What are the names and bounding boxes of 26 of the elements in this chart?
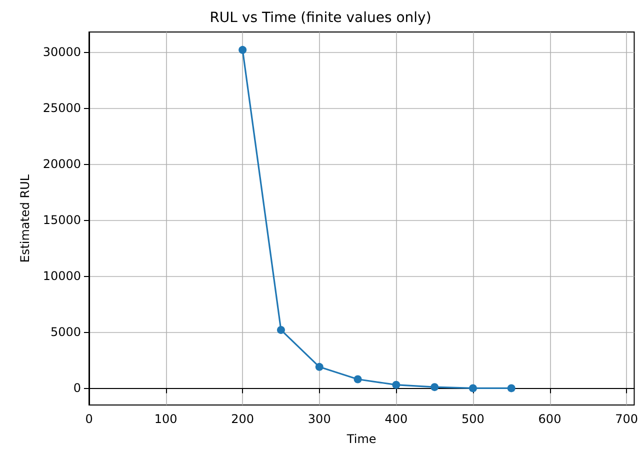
x-tick-label: 400 xyxy=(384,412,408,426)
point xyxy=(238,46,247,54)
point xyxy=(430,383,439,392)
point xyxy=(315,362,324,371)
point xyxy=(468,384,477,392)
y-tick-label: 25000 xyxy=(42,101,81,116)
y-tick-label: 5000 xyxy=(50,325,81,340)
x-tick-label: 200 xyxy=(231,412,254,426)
point xyxy=(354,375,362,384)
y-tick-label: 0 xyxy=(73,381,81,396)
point xyxy=(507,384,516,392)
point xyxy=(276,326,285,334)
point xyxy=(392,380,400,389)
x-tick-label: 500 xyxy=(462,412,484,426)
x-axis-title: Time xyxy=(346,432,376,446)
y-axis-title: Estimated RUL xyxy=(18,174,32,263)
x-tick-label: 600 xyxy=(538,412,562,426)
y-tick-label: 10000 xyxy=(42,269,81,284)
x-tick-label: 100 xyxy=(154,412,178,426)
x-tick-label: 700 xyxy=(615,412,638,426)
x-tick-label: 300 xyxy=(308,412,331,426)
x-tick-label: 0 xyxy=(85,412,93,426)
y-tick-label: 30000 xyxy=(42,45,81,60)
y-tick-label: 15000 xyxy=(42,213,81,228)
chart-title: RUL vs Time (finite values only) xyxy=(210,10,432,26)
y-tick-label: 20000 xyxy=(42,157,81,172)
